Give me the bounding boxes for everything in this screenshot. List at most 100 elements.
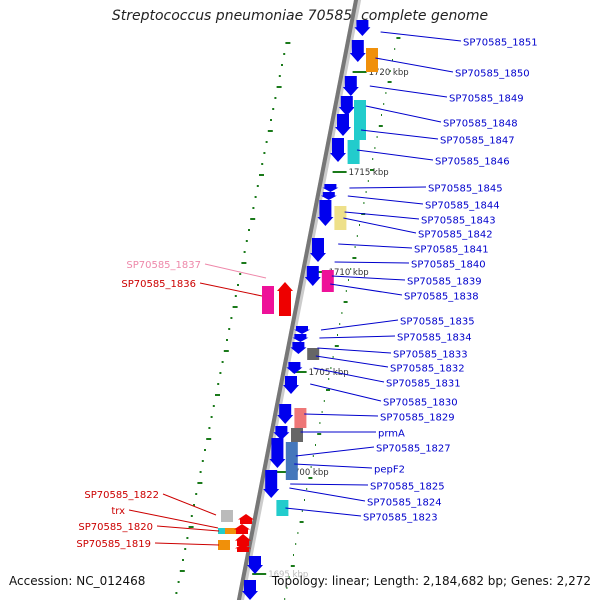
forward-gene-block[interactable] [366, 48, 378, 72]
leader-line [162, 493, 217, 516]
forward-gene-arrow[interactable] [242, 580, 258, 600]
forward-gene-label[interactable]: SP70585_1833 [393, 350, 468, 361]
forward-gene-arrow[interactable] [283, 376, 299, 394]
forward-gene-label[interactable]: SP70585_1831 [386, 379, 461, 390]
forward-gene-label[interactable]: SP70585_1848 [443, 119, 518, 130]
reverse-gene-label[interactable]: SP70585_1836 [121, 279, 196, 290]
forward-gene-arrow[interactable] [317, 200, 334, 226]
forward-gene-label[interactable]: SP70585_1834 [397, 333, 472, 344]
forward-gene-label[interactable]: SP70585_1825 [370, 482, 445, 493]
forward-gene-label[interactable]: SP70585_1839 [407, 277, 482, 288]
forward-gene-label[interactable]: SP70585_1830 [383, 398, 458, 409]
forward-gene-block[interactable] [334, 206, 347, 230]
forward-gene-label[interactable]: SP70585_1824 [367, 498, 442, 509]
forward-gene-arrow[interactable] [310, 238, 326, 262]
reverse-gene-label[interactable]: SP70585_1822 [84, 490, 159, 501]
leader-line [344, 211, 420, 220]
leader-line [317, 347, 392, 354]
forward-gene-arrow[interactable] [247, 556, 263, 574]
leader-line [285, 507, 362, 517]
reverse-gene-arrow[interactable] [277, 282, 293, 316]
forward-gene-block[interactable] [321, 270, 334, 292]
forward-gene-label[interactable]: SP70585_1842 [418, 230, 493, 241]
forward-gene-arrow[interactable] [269, 438, 286, 468]
forward-gene-label[interactable]: SP70585_1844 [425, 201, 500, 212]
leader-line [128, 509, 219, 529]
forward-gene-block[interactable] [354, 100, 366, 140]
forward-gene-arrow[interactable] [354, 20, 371, 36]
reverse-gene-block[interactable] [262, 286, 274, 314]
reverse-gene-label[interactable]: SP70585_1820 [78, 522, 153, 533]
forward-gene-label[interactable]: SP70585_1850 [455, 69, 530, 80]
reverse-gene-label[interactable]: SP70585_1837 [126, 260, 201, 271]
leader-line [304, 413, 379, 417]
forward-gene-label[interactable]: prmA [378, 429, 405, 440]
forward-gene-arrow[interactable] [330, 138, 346, 162]
leader-line [313, 367, 385, 383]
reverse-gene-label[interactable]: SP70585_1819 [76, 539, 151, 550]
label-leader-lines [128, 31, 462, 546]
forward-gene-label[interactable]: SP70585_1838 [404, 292, 479, 303]
forward-gene-arrow[interactable] [304, 266, 321, 286]
forward-gene-label[interactable]: pepF2 [374, 465, 405, 476]
reverse-gene-label[interactable]: trx [111, 506, 125, 517]
reverse-gene-block[interactable] [218, 540, 230, 550]
forward-gene-block[interactable] [347, 140, 360, 164]
forward-gene-label[interactable]: SP70585_1827 [376, 444, 451, 455]
leader-line [349, 186, 427, 189]
forward-gene-arrow[interactable] [290, 342, 307, 354]
forward-gene-label[interactable]: SP70585_1832 [390, 364, 465, 375]
forward-gene-label[interactable]: SP70585_1849 [449, 94, 524, 105]
leader-line [360, 129, 439, 140]
forward-gene-label[interactable]: SP70585_1840 [411, 260, 486, 271]
forward-gene-block[interactable] [291, 428, 303, 442]
leader-line [338, 243, 413, 249]
reverse-gene-block[interactable] [225, 528, 237, 534]
forward-gene-label[interactable]: SP70585_1851 [463, 38, 538, 49]
forward-gene-arrow[interactable] [273, 426, 290, 440]
strand-tick-marks [175, 37, 401, 600]
forward-gene-label[interactable]: SP70585_1846 [435, 157, 510, 168]
forward-gene-label[interactable]: SP70585_1847 [440, 136, 515, 147]
forward-gene-block[interactable] [294, 408, 307, 428]
forward-gene-arrow[interactable] [294, 326, 310, 334]
forward-gene-label[interactable]: SP70585_1841 [414, 245, 489, 256]
leader-line [356, 149, 434, 161]
forward-gene-arrow[interactable] [292, 334, 309, 342]
gene-labels[interactable]: SP70585_1851 SP70585_1850 SP70585_1849 SP70… [76, 38, 537, 551]
leader-line [369, 85, 448, 98]
reverse-gene-arrow[interactable] [234, 524, 250, 534]
forward-gene-block[interactable] [276, 500, 289, 516]
forward-gene-block[interactable] [285, 442, 298, 480]
reverse-gene-block[interactable] [218, 528, 230, 534]
leader-line [365, 105, 442, 123]
forward-gene-arrow[interactable] [349, 40, 366, 62]
forward-gene-label[interactable]: SP70585_1845 [428, 184, 503, 195]
reverse-gene-arrow[interactable] [235, 544, 251, 552]
leader-line [331, 275, 406, 281]
reverse-gene-arrow[interactable] [235, 534, 251, 546]
forward-gene-label[interactable]: SP70585_1829 [380, 413, 455, 424]
forward-gene-arrow[interactable] [335, 114, 351, 136]
accession-text: Accession: NC_012468 [9, 574, 146, 588]
forward-gene-label[interactable]: SP70585_1835 [400, 317, 475, 328]
forward-gene-arrow[interactable] [320, 192, 337, 200]
reverse-gene-arrow[interactable] [238, 514, 254, 524]
forward-gene-arrow[interactable] [263, 470, 280, 498]
leader-line [330, 283, 403, 296]
reverse-gene-block[interactable] [221, 510, 233, 522]
forward-gene-label[interactable]: SP70585_1843 [421, 216, 496, 227]
gene-features[interactable] [218, 20, 378, 600]
forward-gene-arrow[interactable] [342, 76, 359, 96]
forward-gene-arrow[interactable] [277, 404, 294, 424]
leader-line [204, 263, 267, 279]
forward-gene-block[interactable] [307, 348, 320, 360]
forward-gene-arrow[interactable] [338, 96, 355, 116]
leader-line [290, 483, 369, 486]
scale-label: 1710 kbp [329, 268, 369, 278]
forward-gene-arrow[interactable] [286, 362, 303, 374]
forward-gene-label[interactable]: SP70585_1823 [363, 513, 438, 524]
forward-gene-arrow[interactable] [322, 184, 339, 192]
leader-line [295, 446, 375, 457]
